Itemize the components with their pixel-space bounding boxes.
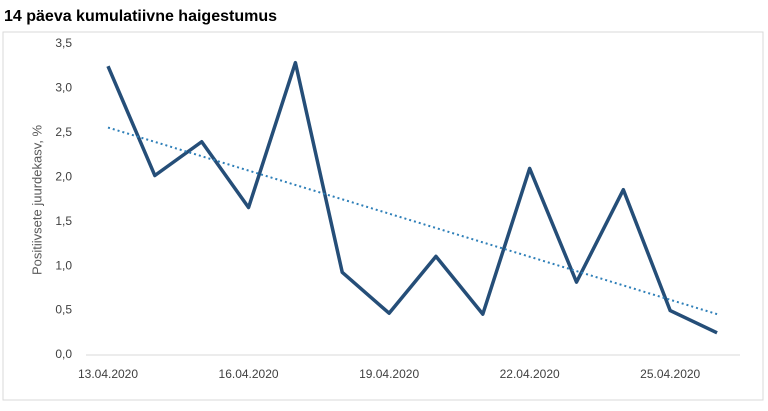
y-axis-label: Positiivsete juurdekasv, % xyxy=(29,125,44,275)
y-tick-label: 2,0 xyxy=(55,169,72,183)
y-tick-label: 2,5 xyxy=(55,125,72,139)
x-tick-label: 19.04.2020 xyxy=(359,367,419,381)
x-tick-label: 22.04.2020 xyxy=(500,367,560,381)
y-tick-label: 1,0 xyxy=(55,258,72,272)
x-tick-label: 13.04.2020 xyxy=(78,367,138,381)
trend-line xyxy=(107,126,718,316)
x-tick-label: 25.04.2020 xyxy=(640,367,700,381)
chart-frame xyxy=(2,31,764,401)
x-tick-label: 16.04.2020 xyxy=(219,367,279,381)
y-tick-label: 1,5 xyxy=(55,214,72,228)
y-tick-label: 0,0 xyxy=(55,347,72,361)
y-tick-label: 3,0 xyxy=(55,81,72,95)
y-tick-label: 3,5 xyxy=(55,36,72,50)
y-tick-label: 0,5 xyxy=(55,303,72,317)
data-line xyxy=(106,60,718,335)
chart-title: 14 päeva kumulatiivne haigestumus xyxy=(4,8,277,25)
